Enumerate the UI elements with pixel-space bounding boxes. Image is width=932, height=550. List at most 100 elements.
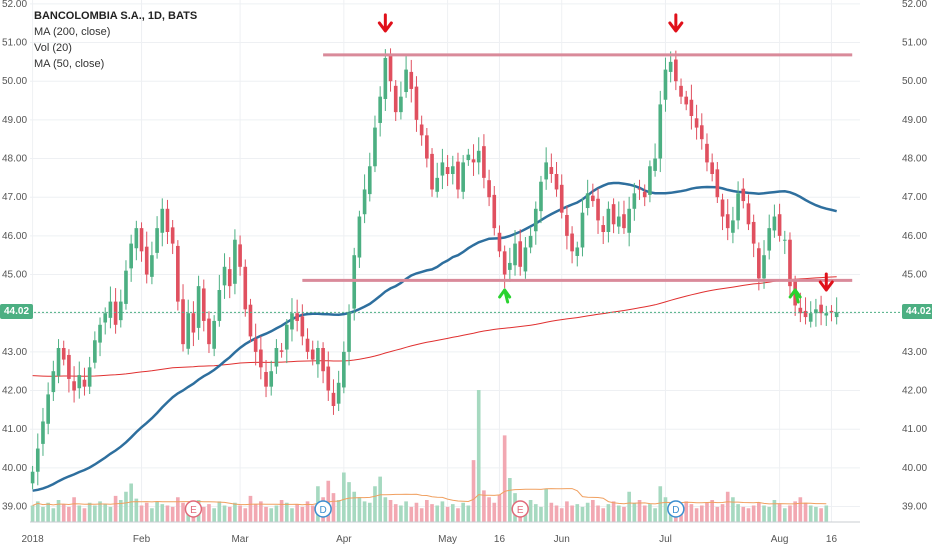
candle [269,360,274,396]
candle-body [523,247,528,272]
volume-bar [284,502,289,522]
volume-bar [502,435,507,522]
candle [554,162,559,197]
candle [471,144,476,176]
candle-body [35,448,40,472]
candle [596,188,600,234]
volume-bar [238,505,242,522]
volume-bar [642,505,647,522]
candle-body [77,375,82,389]
candle [508,247,512,282]
volume-bar [430,504,434,522]
candle [87,356,92,395]
y-tick-label-right: 43.00 [902,347,927,358]
event-marker-label: E [517,505,524,516]
candle [513,230,517,276]
volume-bar [155,501,159,522]
y-tick-label-right: 51.00 [902,38,927,49]
volume-bar [492,502,497,522]
candle [694,104,699,140]
candle [155,216,159,259]
candle-body [544,162,548,180]
volume-bar [217,501,222,522]
candle-body [378,96,382,123]
candle [777,203,782,242]
y-tick-label-right: 49.00 [902,115,927,126]
candle-body [139,228,144,252]
candle-body [580,212,585,248]
y-tick-label-left: 40.00 [2,463,27,474]
candle-body [731,220,735,233]
indicator-vol20[interactable]: Vol (20) [34,42,72,54]
candle-body [668,61,673,72]
candle [326,351,331,401]
candle [824,305,829,326]
x-tick-label: Feb [133,534,151,545]
symbol-title[interactable]: BANCOLOMBIA S.A., 1D, BATS [34,10,198,22]
candle-body [342,351,346,388]
candle [176,240,180,311]
candle [165,199,170,244]
volume-bar [808,505,813,522]
candle [129,234,133,282]
candle-body [279,350,284,352]
candle [150,241,154,285]
candle [378,86,382,137]
candle [347,304,351,366]
candle [803,297,808,325]
volume-bar [103,504,108,522]
volume-bar [170,506,175,522]
volume-bar [108,506,113,522]
y-tick-label-right: 50.00 [902,76,927,87]
candle [373,115,377,173]
candle [217,274,222,327]
candle [321,342,325,384]
candle-body [233,239,237,284]
volume-bar [233,502,237,522]
volume-bar [487,497,491,522]
candle-body [808,313,813,322]
volume-bar [476,390,481,522]
x-tick-label: May [438,534,457,545]
volume-bar [461,502,465,522]
volume-bar [388,500,393,522]
candle-body [575,247,580,256]
volume-bar [82,508,87,522]
volume-bar [378,476,382,522]
volume-ma-line [32,488,827,506]
volume-bar [279,500,284,522]
volume-bar [689,504,694,522]
candle [233,229,237,295]
candle [227,257,232,299]
y-tick-label-left: 45.00 [2,270,27,281]
candle [627,196,631,247]
candle [611,198,616,234]
volume-bar [72,497,76,522]
volume-bar [409,506,414,522]
candle-body [814,309,818,314]
volume-bar [56,500,61,522]
candle [741,178,746,209]
candle [284,319,289,364]
candle [767,214,772,260]
candle-body [46,394,50,424]
y-tick-label-right: 45.00 [902,270,927,281]
candle-body [492,194,497,229]
indicator-ma200[interactable]: MA (200, close) [34,26,111,38]
candle-body [103,313,108,323]
candle [67,349,71,393]
candle-body [539,181,543,212]
candle [653,143,657,177]
candle [658,90,663,173]
indicator-ma50[interactable]: MA (50, close) [34,58,105,70]
candle [305,328,310,360]
x-tick-label: Aug [771,534,789,545]
candle-body [632,193,637,209]
candle [259,336,263,380]
volume-bar [824,505,829,522]
candle-body [461,162,465,192]
candle [632,182,637,221]
candle-body [565,214,569,236]
candle-body [425,135,429,159]
